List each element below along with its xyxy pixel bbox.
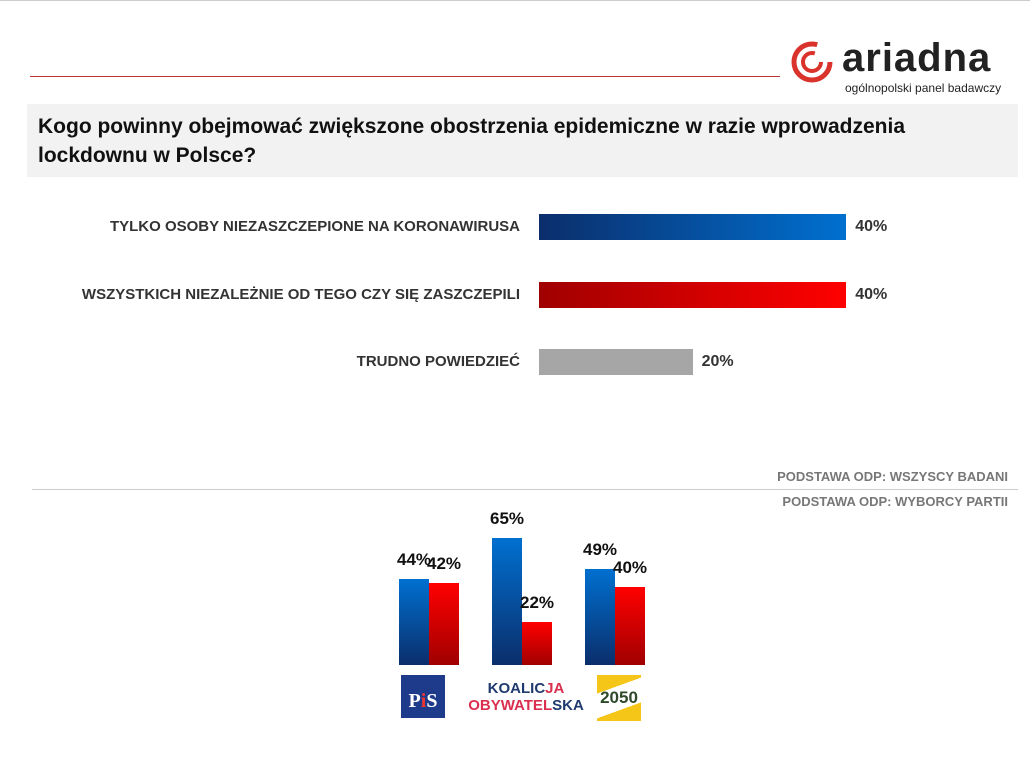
bar <box>539 282 847 308</box>
chart-title: Kogo powinny obejmować zwiększone obostr… <box>38 115 905 167</box>
bar <box>539 214 847 240</box>
category-label: WSZYSTKICH NIEZALEŻNIE OD TEGO CZY SIĘ Z… <box>81 286 520 303</box>
data-label: 44% <box>396 550 432 570</box>
bar <box>585 569 615 665</box>
bar <box>539 349 693 375</box>
bar <box>522 622 552 665</box>
category-label: TRUDNO POWIEDZIEĆ <box>356 353 520 370</box>
bar <box>399 579 429 665</box>
bar <box>615 587 645 665</box>
data-label: 40% <box>855 286 888 303</box>
top-border <box>0 0 1030 1</box>
bar <box>429 583 459 665</box>
ariadna-logo-icon <box>791 41 833 83</box>
logo-wordmark: ariadna <box>842 36 992 80</box>
ko-logo: KOALICJA OBYWATELSKA <box>468 680 584 714</box>
data-label: 22% <box>519 593 555 613</box>
question-box <box>27 104 1018 177</box>
section-divider <box>32 489 1018 490</box>
data-label: 49% <box>582 540 618 560</box>
data-label: 40% <box>855 218 888 235</box>
pis-logo: PiS <box>401 675 445 718</box>
header-divider <box>30 76 780 77</box>
data-label: 20% <box>701 353 734 370</box>
data-label: 65% <box>489 509 525 529</box>
bar <box>492 538 522 665</box>
base-note-party: PODSTAWA ODP: WYBORCY PARTII <box>782 494 1008 509</box>
data-label: 40% <box>612 558 648 577</box>
logo-subtitle: ogólnopolski panel badawczy <box>845 81 1002 95</box>
polska-2050-logo: 2050 <box>597 675 641 721</box>
category-label: TYLKO OSOBY NIEZASZCZEPIONE NA KORONAWIR… <box>109 218 520 235</box>
base-note-all: PODSTAWA ODP: WSZYSCY BADANI <box>777 469 1008 484</box>
data-label: 42% <box>426 554 462 574</box>
